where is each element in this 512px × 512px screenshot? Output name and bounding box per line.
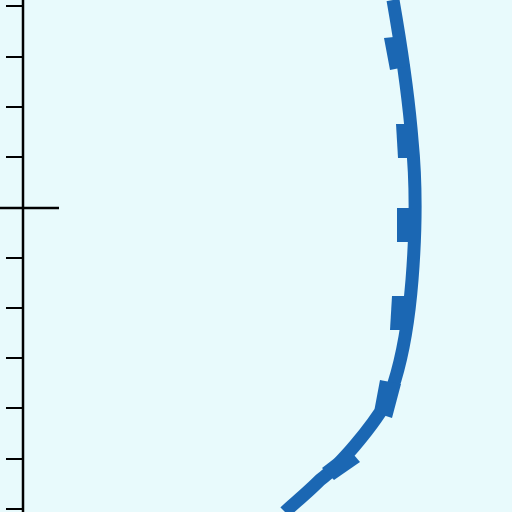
curve-block (374, 380, 401, 418)
axis-ticks (6, 5, 23, 510)
curve-block (390, 296, 414, 330)
curve-block (384, 36, 410, 70)
curve-block (397, 208, 419, 242)
curve-block (396, 124, 416, 158)
curve-block (322, 448, 360, 480)
curve-blocks (322, 36, 419, 480)
